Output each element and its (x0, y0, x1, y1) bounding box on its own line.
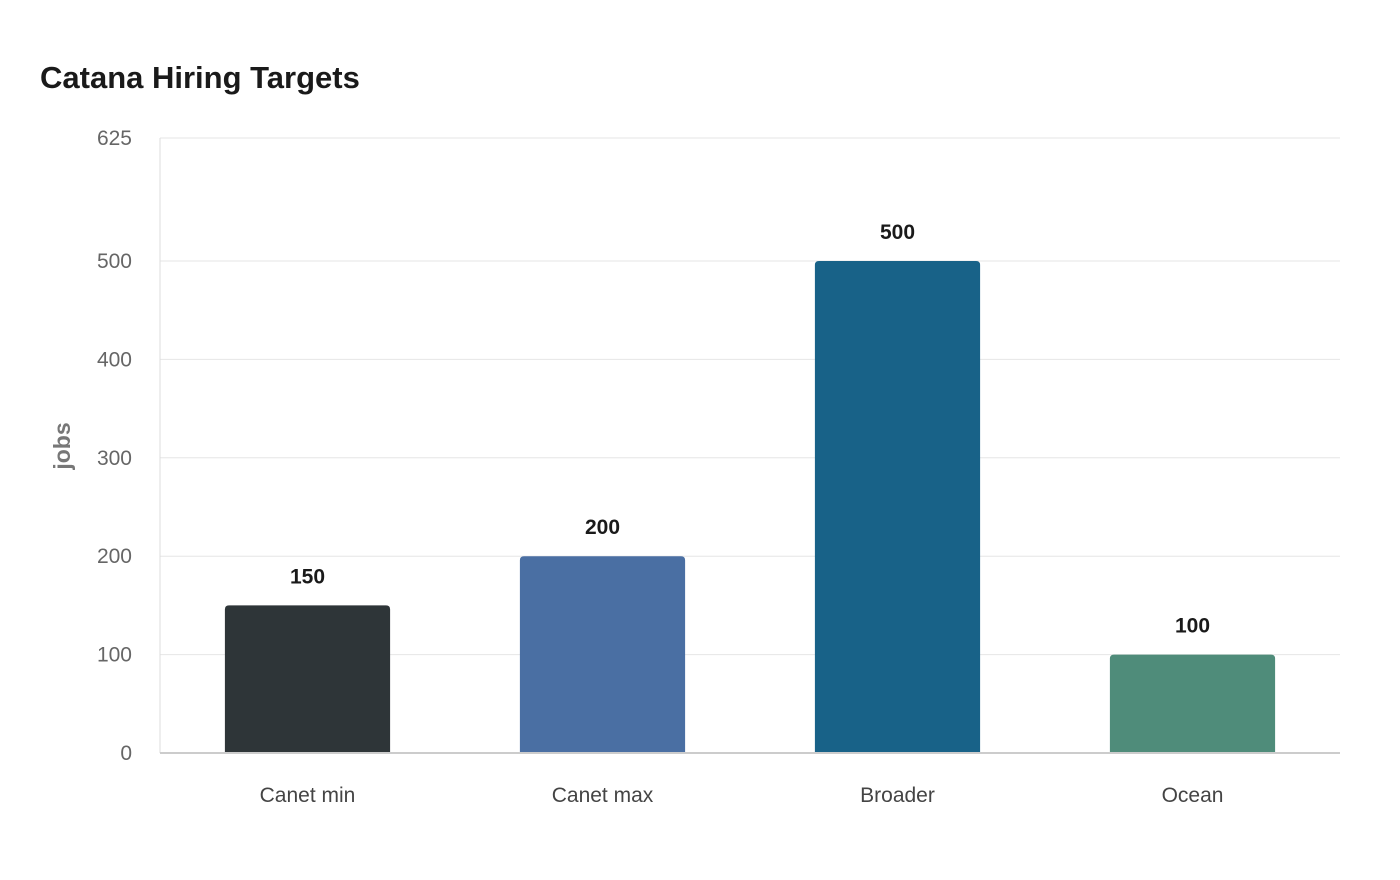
x-category-label: Ocean (1162, 784, 1224, 807)
x-category-label: Canet max (552, 784, 654, 807)
bars (224, 261, 1276, 753)
y-tick-labels: 0 100 200 300 400 500 625 (97, 127, 132, 765)
bar-canet-min[interactable] (224, 605, 391, 753)
data-labels: 150 200 500 100 (290, 221, 1210, 638)
x-category-label: Canet min (260, 784, 356, 807)
y-tick-label: 100 (97, 644, 132, 667)
chart-title: Catana Hiring Targets (40, 60, 360, 95)
bar-canet-max[interactable] (519, 556, 686, 753)
x-category-label: Broader (860, 784, 935, 807)
data-label: 500 (880, 221, 915, 244)
x-category-labels: Canet min Canet max Broader Ocean (260, 784, 1224, 807)
y-tick-label: 200 (97, 545, 132, 568)
data-label: 200 (585, 516, 620, 539)
bar-broader[interactable] (814, 261, 981, 753)
y-tick-label: 400 (97, 348, 132, 371)
y-tick-label: 625 (97, 127, 132, 150)
y-axis-title: jobs (49, 422, 75, 470)
bar-ocean[interactable] (1109, 654, 1276, 753)
y-tick-label: 300 (97, 447, 132, 470)
data-label: 100 (1175, 615, 1210, 638)
y-tick-label: 0 (120, 742, 132, 765)
data-label: 150 (290, 565, 325, 588)
y-tick-label: 500 (97, 250, 132, 273)
grid-lines (160, 137, 1340, 656)
